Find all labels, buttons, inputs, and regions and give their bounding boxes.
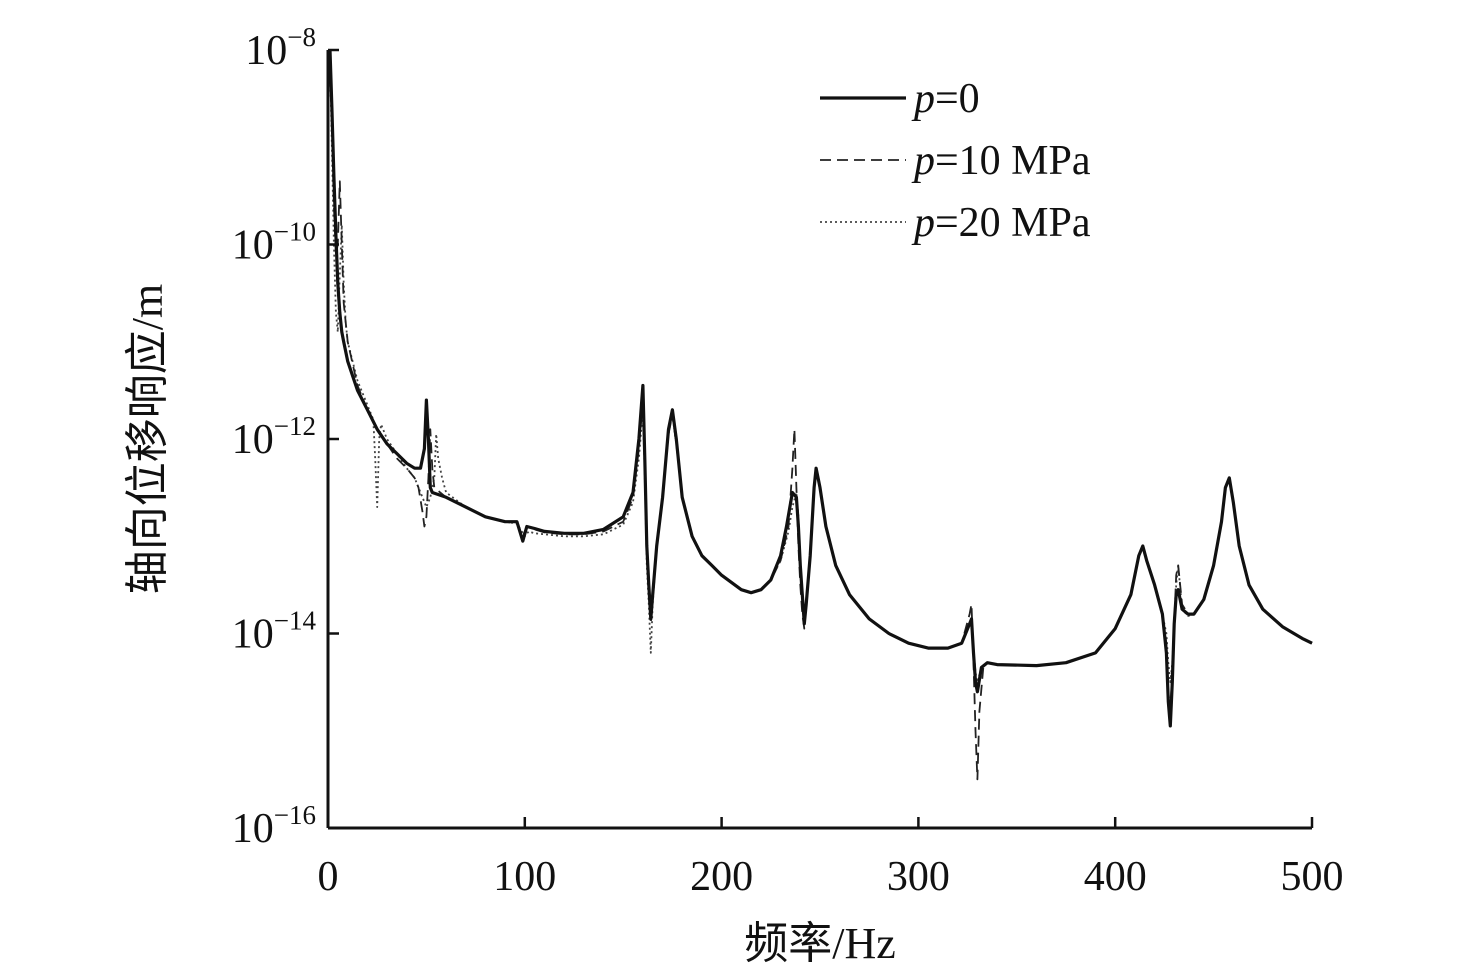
legend-label: p=20 MPa [911, 200, 1091, 246]
x-tick-label: 400 [1084, 854, 1147, 900]
y-tick-base: 10 [232, 417, 274, 463]
y-tick-exponent: −16 [274, 800, 316, 830]
legend-label-symbol: p [911, 200, 935, 246]
x-tick-label: 300 [887, 854, 950, 900]
x-axis-title: 频率/Hz [744, 919, 896, 968]
y-tick-base: 10 [232, 223, 274, 269]
legend-label-value: =10 MPa [935, 138, 1091, 184]
legend-label: p=0 [911, 76, 980, 122]
y-tick-base: 10 [232, 612, 274, 658]
series-line-1 [329, 54, 1313, 781]
y-tick-base: 10 [245, 28, 287, 74]
y-tick-exponent: −12 [274, 411, 316, 441]
y-tick-label: 10−8 [245, 22, 316, 74]
y-tick-label: 10−12 [232, 411, 316, 463]
y-tick-label: 10−10 [232, 217, 316, 269]
legend-label-symbol: p [911, 76, 935, 122]
y-tick-label: 10−14 [232, 606, 317, 658]
x-tick-label: 100 [493, 854, 556, 900]
y-tick-exponent: −14 [274, 606, 317, 636]
series-line-0 [328, 49, 1313, 728]
x-tick-label: 500 [1281, 854, 1344, 900]
y-axis-title: 轴向位移响应/m [123, 284, 172, 594]
x-tick-label: 0 [318, 854, 339, 900]
plot-lines [328, 49, 1313, 781]
y-tick-exponent: −10 [274, 217, 316, 247]
y-tick-base: 10 [232, 806, 274, 852]
y-tick-exponent: −8 [287, 22, 316, 52]
legend-label-symbol: p [911, 138, 935, 184]
x-ticks: 0 100 200 300 400 500 [318, 817, 1344, 900]
series-line-2 [329, 59, 1313, 683]
axes [326, 50, 1312, 830]
legend-label: p=10 MPa [911, 138, 1091, 184]
y-tick-label: 10−16 [232, 800, 316, 852]
legend-label-value: =20 MPa [935, 200, 1091, 246]
x-tick-label: 200 [690, 854, 753, 900]
legend-label-value: =0 [935, 76, 980, 122]
